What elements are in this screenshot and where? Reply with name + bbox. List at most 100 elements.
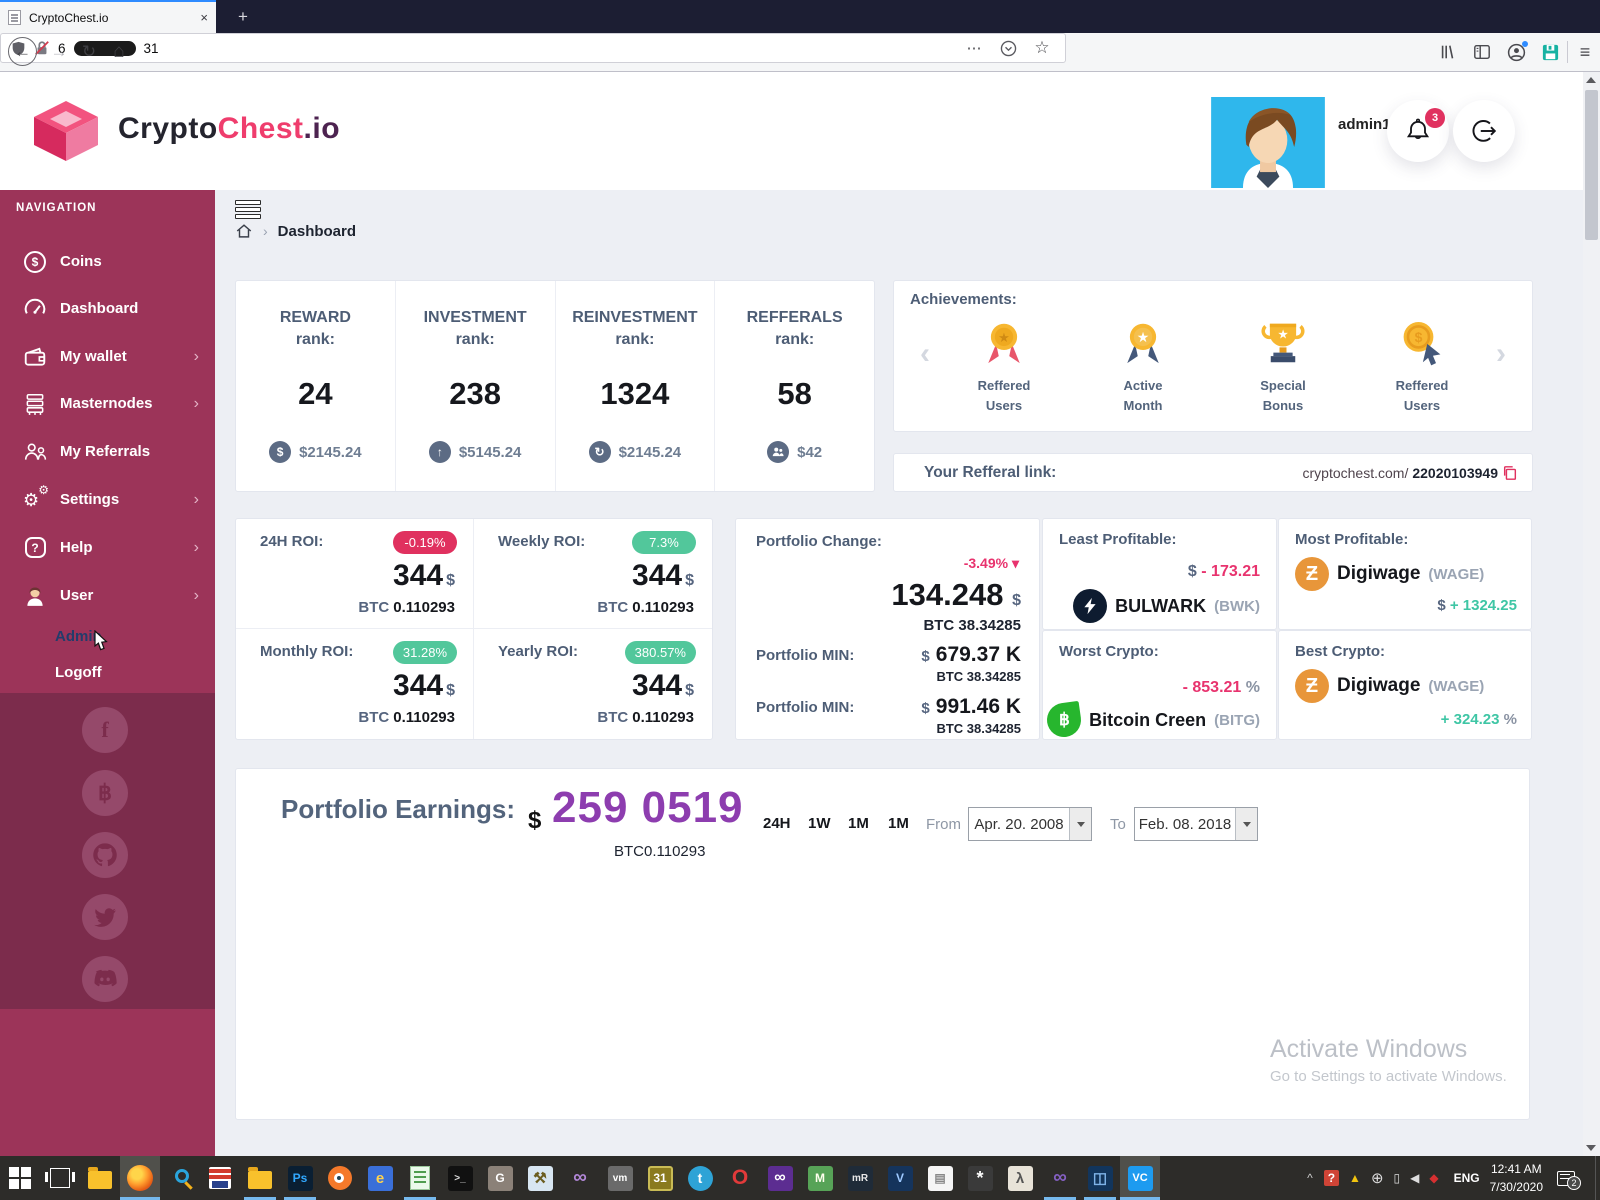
taskbar-app-telegram[interactable]: t [680, 1156, 720, 1200]
copy-icon[interactable] [1502, 465, 1518, 481]
taskbar-app-blender[interactable] [320, 1156, 360, 1200]
taskbar-app-db-app[interactable]: ◫ [1080, 1156, 1120, 1200]
taskbar-app-git-app[interactable]: * [960, 1156, 1000, 1200]
tray-usb-icon[interactable]: ▯ [1393, 1171, 1401, 1185]
sidebar-item-dashboard[interactable]: Dashboard [0, 285, 215, 332]
taskbar-app-cube-app[interactable]: λ [1000, 1156, 1040, 1200]
account-icon[interactable] [1503, 39, 1529, 65]
menu-icon[interactable]: ≡ [1579, 41, 1591, 62]
achievements-next-icon[interactable]: › [1496, 337, 1506, 370]
tray-help-icon[interactable]: ? [1323, 1170, 1340, 1186]
taskbar-app-firefox[interactable] [120, 1156, 160, 1200]
url-bar[interactable]: 6 31 ⋯ ☆ [0, 33, 1066, 63]
taskbar-app-vc-app[interactable]: VC [1120, 1156, 1160, 1200]
tray-network-icon[interactable]: ⊕ [1370, 1170, 1384, 1187]
taskbar-app-media-player-classic[interactable]: 31 [640, 1156, 680, 1200]
sidebar-item-settings[interactable]: ⚙ ⚙ Settings › [0, 476, 215, 523]
taskbar-app-photoshop[interactable]: Ps [280, 1156, 320, 1200]
extension-save-icon[interactable] [1537, 39, 1563, 65]
taskbar-app-vmware[interactable]: vm [600, 1156, 640, 1200]
back-icon[interactable]: ← [8, 37, 37, 66]
taskbar-app-gimp[interactable]: G [480, 1156, 520, 1200]
browser-tab[interactable]: CryptoChest.io × [0, 0, 216, 33]
taskbar-app-opera[interactable]: O [731, 1166, 749, 1189]
roi-card-monthly: Monthly ROI: 31.28% 344 $ BTC 0.110293 [236, 629, 474, 739]
range-1m2-button[interactable]: 1M [888, 815, 909, 832]
tray-amd-icon[interactable]: ◆ [1429, 1171, 1439, 1185]
new-tab-button[interactable]: + [238, 6, 248, 26]
taskbar-app-mremoteng[interactable]: mR [840, 1156, 880, 1200]
notifications-button[interactable]: 3 [1387, 100, 1449, 162]
taskbar-app-notepad[interactable] [400, 1156, 440, 1200]
tray-volume-icon[interactable]: ◀ [1410, 1171, 1420, 1185]
tray-clock[interactable]: 12:41 AM 7/30/2020 [1489, 1162, 1543, 1194]
brand-name[interactable]: CryptoChest.io [118, 112, 341, 145]
scroll-thumb[interactable] [1585, 90, 1598, 240]
github-icon[interactable] [82, 832, 128, 878]
action-center-button[interactable]: 2 [1543, 1156, 1589, 1200]
taskbar-app-visual-studio[interactable]: ∞ [573, 1167, 587, 1188]
tab-title: CryptoChest.io [29, 10, 109, 25]
library-icon[interactable] [1435, 39, 1461, 65]
reload-icon[interactable]: ↻ [81, 42, 97, 61]
taskbar-app-command-prompt[interactable]: >_ [440, 1156, 480, 1200]
taskbar-app-v2ray[interactable]: V [880, 1156, 920, 1200]
tray-expand-icon[interactable]: ^ [1307, 1171, 1313, 1185]
to-date-select[interactable]: Feb. 08. 2018 [1134, 807, 1258, 841]
taskbar-app-vs-purple[interactable]: ∞ [760, 1156, 800, 1200]
home-icon[interactable]: ⌂ [113, 41, 125, 62]
tray-language[interactable]: ENG [1453, 1171, 1480, 1185]
pocket-icon[interactable] [995, 35, 1021, 61]
taskbar-app-maps-app[interactable]: M [800, 1156, 840, 1200]
taskbar-app-file-explorer[interactable] [80, 1156, 120, 1200]
reinvestment-amount: $2145.24 [618, 443, 682, 461]
sidebar-item-coins[interactable]: $ Coins [0, 238, 215, 285]
taskbar-app-backup-app[interactable] [200, 1156, 240, 1200]
home-icon[interactable] [235, 222, 253, 240]
task-view-button[interactable] [40, 1156, 80, 1200]
from-date-select[interactable]: Apr. 20. 2008 [968, 807, 1092, 841]
taskbar-app-folder-2[interactable] [240, 1156, 280, 1200]
range-1m-button[interactable]: 1M [848, 815, 869, 832]
url-redaction [73, 40, 136, 56]
sidebar-item-help[interactable]: ? Help › [0, 524, 215, 571]
taskbar-app-emule[interactable]: e [360, 1156, 400, 1200]
facebook-icon[interactable]: f [82, 707, 128, 753]
scroll-up-icon[interactable] [1586, 77, 1596, 83]
twitter-icon[interactable] [82, 894, 128, 940]
avatar[interactable] [1210, 97, 1326, 188]
range-1w-button[interactable]: 1W [808, 815, 831, 832]
sidebar-toggle-icon[interactable] [1469, 39, 1495, 65]
forward-icon[interactable]: → [50, 42, 68, 61]
taskbar-app-search-app[interactable] [160, 1156, 200, 1200]
content-menu-icon[interactable] [235, 200, 261, 221]
page-scrollbar[interactable] [1583, 72, 1600, 1156]
taskbar-app-vs-2019[interactable]: ∞ [1040, 1156, 1080, 1200]
scroll-down-icon[interactable] [1586, 1145, 1596, 1151]
sidebar-item-user[interactable]: User › [0, 572, 215, 619]
select-caret-icon[interactable] [1069, 808, 1091, 840]
tray-warning-icon[interactable]: ▲ [1349, 1171, 1361, 1185]
sidebar-item-my-referrals[interactable]: My Referrals [0, 428, 215, 475]
taskbar-app-devtools[interactable]: ⚒ [520, 1156, 560, 1200]
referral-link[interactable]: cryptochest.com/22020103949 [1303, 465, 1518, 481]
sidebar-item-masternodes[interactable]: Masternodes › [0, 380, 215, 427]
page-actions-icon[interactable]: ⋯ [966, 40, 982, 57]
sidebar-item-my-wallet[interactable]: My wallet › [0, 333, 215, 380]
logout-button[interactable] [1453, 100, 1515, 162]
sidebar-item-logoff[interactable]: Logoff [55, 663, 102, 681]
range-24h-button[interactable]: 24H [763, 815, 791, 832]
tab-close-icon[interactable]: × [200, 10, 208, 25]
achievements-prev-icon[interactable]: ‹ [920, 337, 930, 370]
action-center-badge: 2 [1567, 1175, 1581, 1190]
sidebar-item-admin[interactable]: Admin [0, 618, 215, 654]
show-desktop-button[interactable] [1595, 1156, 1600, 1200]
discord-icon[interactable] [82, 956, 128, 1002]
bitcoin-icon[interactable]: ฿ [82, 770, 128, 816]
bookmark-star-icon[interactable]: ☆ [1034, 38, 1050, 57]
start-button[interactable] [0, 1156, 40, 1200]
select-caret-icon[interactable] [1235, 808, 1257, 840]
taskbar-app-notes-app[interactable]: ▤ [920, 1156, 960, 1200]
toolbar-divider [1567, 41, 1568, 63]
medal-blue-icon: ★ [1127, 323, 1159, 364]
